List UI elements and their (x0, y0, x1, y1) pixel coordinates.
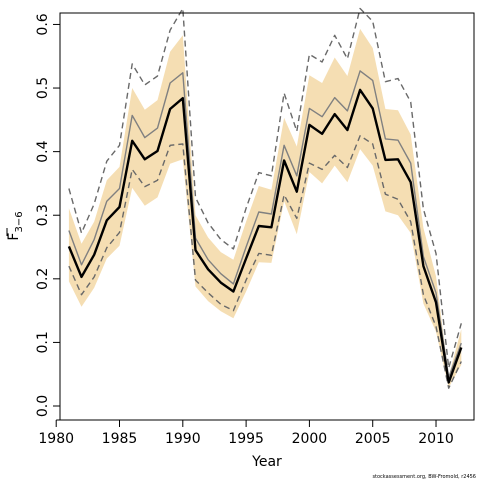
alt-lower-dashed-line (68, 134, 462, 389)
x-tick-label: 1990 (165, 431, 201, 447)
y-tick-label: 0.2 (35, 268, 51, 290)
alt-estimate-line (68, 70, 462, 379)
x-tick-label: 2000 (292, 431, 328, 447)
x-axis-title: Year (251, 454, 282, 470)
plot-area (67, 7, 463, 389)
x-tick-label: 2010 (418, 431, 454, 447)
y-tick-label: 0.4 (35, 140, 51, 162)
x-tick-label: 1995 (228, 431, 264, 447)
x-axis: 1980 1985 1990 1995 2000 2005 2010 (38, 419, 454, 447)
y-tick-label: 0.5 (35, 77, 51, 99)
estimate-line (67, 88, 463, 384)
x-tick-label: 1985 (102, 431, 138, 447)
svg-text:F3−6: F3−6 (6, 211, 25, 240)
alt-upper-dashed-line (68, 7, 462, 369)
x-tick-label: 1980 (38, 431, 74, 447)
y-tick-label: 0.1 (35, 331, 51, 353)
y-axis: 0.0 0.1 0.2 0.3 0.4 0.5 0.6 (35, 13, 61, 417)
confidence-band (68, 28, 462, 388)
x-tick-label: 2005 (355, 431, 391, 447)
y-tick-label: 0.6 (35, 13, 51, 35)
y-axis-title: F3−6 (6, 211, 25, 240)
y-tick-label: 0.3 (35, 204, 51, 226)
footer-credit: stockassessment.org, BW-Fromold, r2456 (372, 474, 476, 480)
y-axis-title-subscript: 3−6 (14, 211, 25, 232)
y-axis-title-main: F (6, 233, 22, 241)
y-tick-label: 0.0 (35, 395, 51, 417)
